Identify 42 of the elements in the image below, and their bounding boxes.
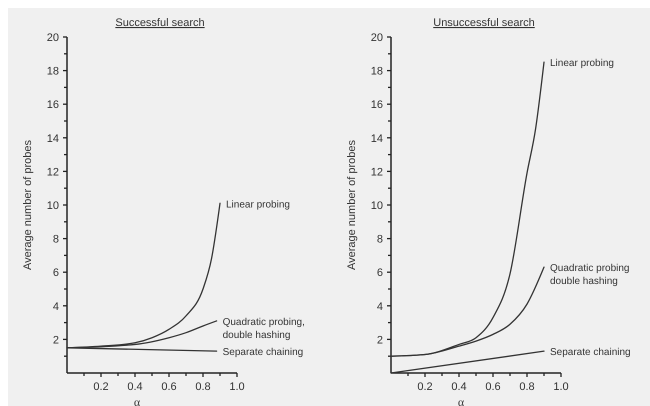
series-label: Linear probing: [550, 58, 614, 70]
x-tick-label: 0.4: [127, 381, 143, 393]
y-tick-label: 6: [52, 267, 59, 280]
y-tick-label: 6: [376, 267, 383, 280]
x-tick-label: 1.0: [553, 381, 569, 393]
series-label: Quadratic probing double hashing: [550, 263, 630, 288]
y-tick-label: 4: [52, 300, 59, 313]
chart-title: Successful search: [115, 17, 205, 29]
y-tick-label: 10: [370, 200, 383, 212]
series-label: Quadratic probing, double hashing: [222, 316, 305, 341]
y-tick-label: 8: [52, 234, 59, 246]
x-tick-label: 0.8: [519, 381, 535, 393]
x-axis-title: α: [134, 395, 141, 406]
series-label: Separate chaining: [222, 347, 304, 358]
y-tick-label: 16: [46, 99, 59, 112]
y-tick-label: 14: [370, 132, 383, 145]
y-tick-label: 2: [376, 334, 383, 346]
y-tick-label: 8: [376, 234, 383, 246]
y-axis-title: Average number of probes: [22, 139, 34, 270]
x-tick-label: 1.0: [229, 381, 245, 393]
x-tick-label: 0.6: [485, 381, 501, 393]
y-tick-label: 20: [370, 32, 383, 44]
y-axis-title: Average number of probes: [346, 139, 358, 270]
x-tick-label: 0.8: [195, 381, 211, 393]
y-tick-label: 10: [46, 200, 59, 212]
x-axis-title: α: [458, 395, 465, 406]
y-tick-label: 12: [370, 166, 383, 178]
series-label: Separate chaining: [550, 347, 631, 358]
chart-title: Unsuccessful search: [433, 17, 535, 29]
series-label: Linear probing: [226, 199, 290, 210]
y-tick-label: 18: [46, 66, 59, 78]
y-tick-label: 12: [46, 166, 59, 178]
y-tick-label: 4: [376, 300, 383, 313]
y-tick-label: 2: [52, 334, 59, 346]
x-tick-label: 0.2: [93, 381, 109, 393]
y-tick-label: 20: [46, 32, 59, 44]
x-tick-label: 0.2: [417, 381, 433, 393]
y-tick-label: 18: [370, 66, 383, 78]
x-tick-label: 0.6: [161, 381, 177, 393]
y-tick-label: 16: [370, 99, 383, 112]
x-tick-label: 0.4: [451, 381, 467, 393]
y-tick-label: 14: [46, 132, 59, 145]
